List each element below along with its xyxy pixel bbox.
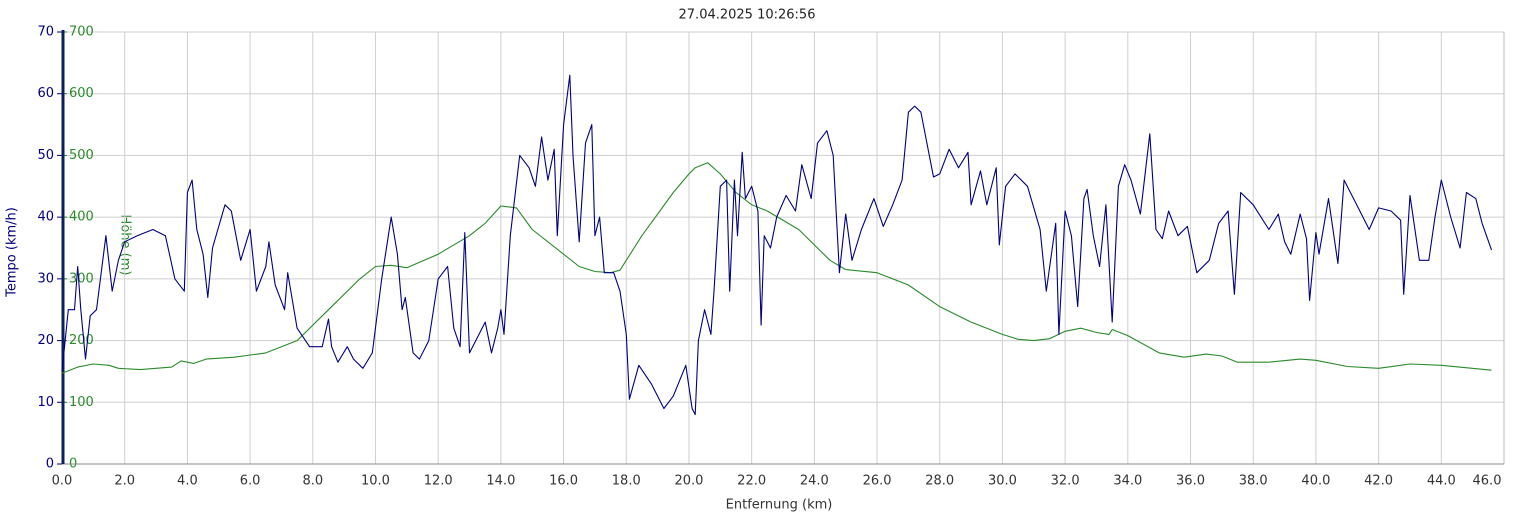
y-tick-label: 0 <box>46 457 54 472</box>
y2-tick-label: 700 <box>69 25 94 40</box>
x-tick-label: 22.0 <box>737 474 766 489</box>
x-tick-label: 14.0 <box>486 474 515 489</box>
x-tick-label: 0.0 <box>52 474 73 489</box>
x-tick-label: 44.0 <box>1427 474 1456 489</box>
y-tick-label: 10 <box>37 395 54 410</box>
y-tick-label: 40 <box>37 210 54 225</box>
x-tick-label: 36.0 <box>1176 474 1205 489</box>
y-tick-label: 60 <box>37 86 54 101</box>
x-tick-label: 34.0 <box>1113 474 1142 489</box>
y2-tick-label: 100 <box>69 395 94 410</box>
x-tick-label: 26.0 <box>863 474 892 489</box>
x-tick-label: 8.0 <box>302 474 323 489</box>
x-tick-label: 30.0 <box>988 474 1017 489</box>
x-axis-title: Entfernung (km) <box>726 498 833 513</box>
x-tick-label: 10.0 <box>361 474 390 489</box>
y2-tick-label: 300 <box>69 271 94 286</box>
y-tick-label: 70 <box>37 25 54 40</box>
x-tick-label: 16.0 <box>549 474 578 489</box>
x-tick-label: 12.0 <box>424 474 453 489</box>
x-tick-label: 40.0 <box>1301 474 1330 489</box>
x-tick-label: 2.0 <box>114 474 135 489</box>
y2-tick-label: 500 <box>69 148 94 163</box>
y-tick-label: 50 <box>37 148 54 163</box>
y-tick-label: 20 <box>37 333 54 348</box>
x-tick-label: 28.0 <box>925 474 954 489</box>
data-line <box>61 74 1493 416</box>
x-tick-label: 32.0 <box>1051 474 1080 489</box>
data-line <box>61 162 1492 374</box>
y-tick-label: 30 <box>37 271 54 286</box>
x-tick-label: 6.0 <box>240 474 261 489</box>
x-tick-label: 38.0 <box>1239 474 1268 489</box>
x-tick-label: 24.0 <box>800 474 829 489</box>
y-axis-title: Tempo (km/h) <box>5 207 20 298</box>
x-tick-label: 42.0 <box>1364 474 1393 489</box>
chart-title: 27.04.2025 10:26:56 <box>679 8 816 23</box>
x-tick-label: 46.0 <box>1473 474 1502 489</box>
y2-tick-label: 600 <box>69 86 94 101</box>
y2-tick-label: 200 <box>69 333 94 348</box>
y2-tick-label: 400 <box>69 210 94 225</box>
x-tick-label: 4.0 <box>177 474 198 489</box>
x-tick-label: 20.0 <box>674 474 703 489</box>
x-tick-label: 18.0 <box>612 474 641 489</box>
